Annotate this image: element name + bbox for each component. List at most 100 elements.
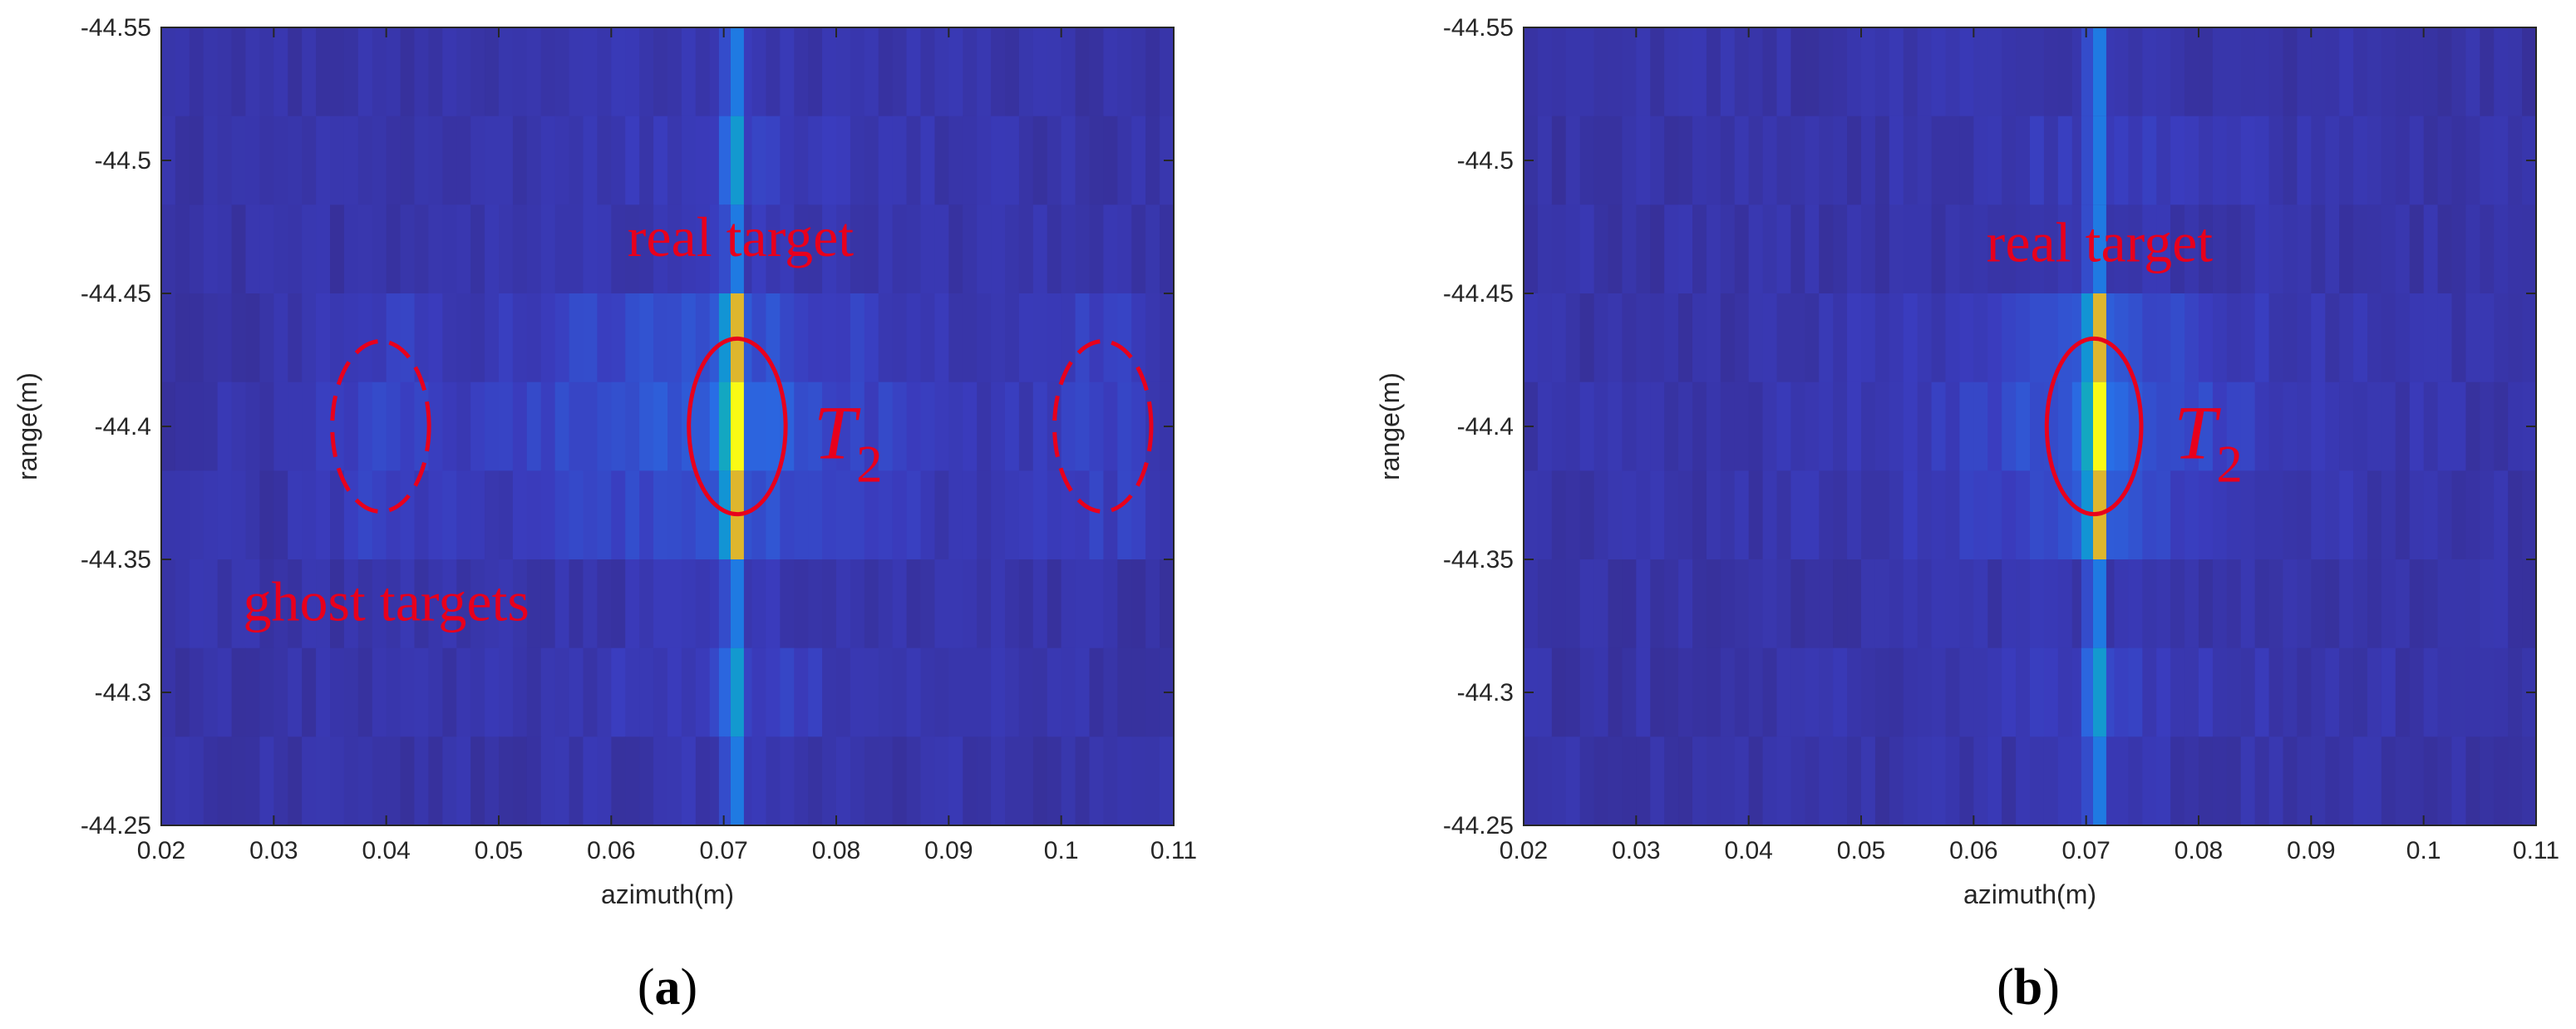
heatmap-cell [485, 647, 500, 737]
heatmap-cell [597, 204, 612, 294]
heatmap-cell [1032, 736, 1048, 825]
heatmap-cell [822, 647, 837, 737]
heatmap-cell [485, 293, 500, 383]
heatmap-cell [273, 382, 288, 471]
heatmap-cell [231, 736, 247, 825]
heatmap-cell [963, 382, 978, 471]
plot-area [1524, 27, 2536, 825]
heatmap-cell [2409, 559, 2425, 649]
heatmap-cell [1089, 559, 1105, 649]
heatmap-cell [597, 647, 612, 737]
heatmap-cell [808, 27, 823, 117]
heatmap-cell [1805, 116, 1820, 205]
heatmap-cell [1833, 293, 1848, 383]
heatmap-cell [2156, 382, 2171, 471]
heatmap-cell [1047, 647, 1062, 737]
heatmap-cell [625, 559, 640, 649]
heatmap-cell [485, 559, 500, 649]
heatmap-cell [2030, 470, 2045, 560]
heatmap-cell [850, 736, 865, 825]
heatmap-cell [2156, 27, 2171, 117]
heatmap-cell [1931, 204, 1947, 294]
heatmap-cell [1805, 27, 1820, 117]
heatmap-cell [2002, 382, 2017, 471]
heatmap-cell [1593, 27, 1609, 117]
heatmap-cell [1987, 470, 2002, 560]
heatmap-cell [766, 382, 781, 471]
heatmap-cell [2522, 204, 2536, 294]
heatmap-cell [1833, 382, 1848, 471]
heatmap-cell [1131, 647, 1146, 737]
heatmap-cell [1622, 736, 1637, 825]
heatmap-cell [2043, 27, 2059, 117]
heatmap-cell [1917, 27, 1933, 117]
heatmap-cell [2170, 736, 2185, 825]
target-label-subscript: 2 [2216, 435, 2243, 493]
heatmap-cell [1537, 293, 1553, 383]
heatmap-cell [948, 204, 963, 294]
heatmap-cell [442, 736, 457, 825]
heatmap-cell [2043, 647, 2059, 737]
heatmap-cell [1650, 27, 1665, 117]
heatmap-cell [540, 470, 556, 560]
heatmap-cell [1664, 736, 1679, 825]
heatmap-cell [175, 27, 190, 117]
heatmap-cell [316, 204, 331, 294]
heatmap-cell [2494, 647, 2509, 737]
heatmap-cell [302, 204, 317, 294]
heatmap-cell [2114, 647, 2130, 737]
heatmap-cell [1636, 736, 1651, 825]
heatmap-cell [1622, 204, 1637, 294]
heatmap-cell [2325, 27, 2340, 117]
heatmap-cell [2057, 559, 2073, 649]
heatmap-cell [2437, 559, 2453, 649]
heatmap-cell [1650, 470, 1665, 560]
heatmap-cell [2226, 470, 2242, 560]
heatmap-cell [2254, 736, 2270, 825]
heatmap-cell [2170, 116, 2185, 205]
heatmap-cell [1889, 559, 1904, 649]
heatmap-cell [906, 116, 922, 205]
heatmap-cell [2057, 382, 2073, 471]
heatmap-cell [794, 27, 809, 117]
heatmap-cell [766, 559, 781, 649]
heatmap-cell [1664, 293, 1679, 383]
heatmap-cell [442, 382, 457, 471]
heatmap-cell [822, 204, 837, 294]
ghost-target-ellipse-right [1052, 339, 1154, 514]
heatmap-cell [2226, 27, 2242, 117]
heatmap-cell [1720, 204, 1736, 294]
heatmap-cell [2423, 204, 2439, 294]
target-side-cell [718, 27, 731, 117]
heatmap-cell [2423, 27, 2439, 117]
heatmap-cell [794, 382, 809, 471]
heatmap-cell [2268, 736, 2284, 825]
heatmap-cell [2240, 647, 2256, 737]
heatmap-cell [2339, 382, 2354, 471]
heatmap-cell [330, 382, 345, 471]
heatmap-cell [2353, 736, 2368, 825]
heatmap-cell [751, 204, 767, 294]
heatmap-cell [1987, 559, 2002, 649]
heatmap-cell [667, 736, 682, 825]
heatmap-cell [751, 470, 767, 560]
heatmap-cell [1917, 470, 1933, 560]
heatmap-cell [1889, 27, 1904, 117]
heatmap-cell [400, 736, 416, 825]
target-side-cell [718, 559, 731, 649]
heatmap-cell [2283, 204, 2298, 294]
heatmap-cell [1089, 204, 1105, 294]
heatmap-cell [2283, 736, 2298, 825]
heatmap-cell [1075, 293, 1091, 383]
heatmap-cell [526, 27, 542, 117]
heatmap-cell [512, 27, 528, 117]
heatmap-cell [2409, 293, 2425, 383]
heatmap-cell [1650, 293, 1665, 383]
heatmap-cell [2212, 382, 2228, 471]
heatmap-cell [1762, 382, 1778, 471]
heatmap-cell [1032, 559, 1048, 649]
heatmap-cell [1032, 470, 1048, 560]
heatmap-cell [2016, 382, 2031, 471]
heatmap-cell [1018, 470, 1034, 560]
heatmap-cell [259, 736, 274, 825]
